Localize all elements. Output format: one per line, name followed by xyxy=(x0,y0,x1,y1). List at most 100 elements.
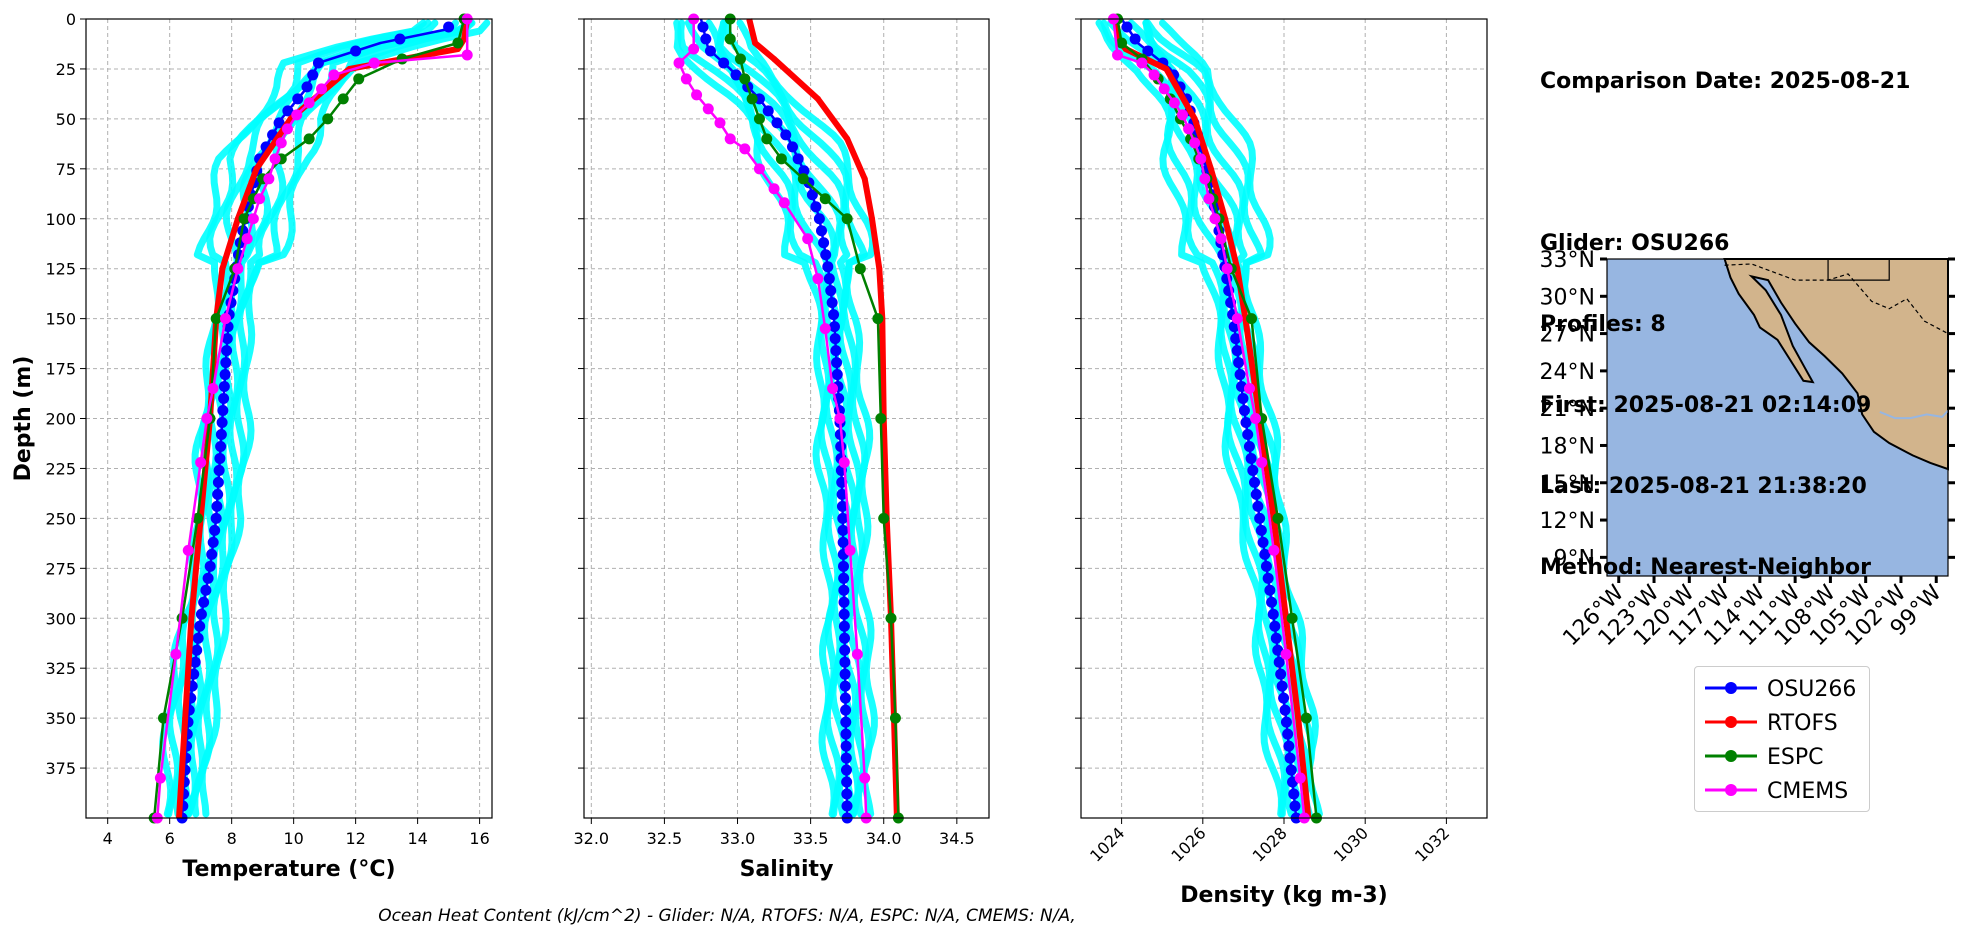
data-point xyxy=(831,369,843,381)
y-tick-label: 325 xyxy=(45,659,76,678)
data-point xyxy=(154,772,166,784)
y-tick-label: 0 xyxy=(66,10,76,29)
data-point xyxy=(215,428,227,440)
data-point xyxy=(836,500,848,512)
legend: OSU266 RTOFS ESPC CMEMS xyxy=(1694,666,1870,812)
data-point xyxy=(844,135,851,142)
data-point xyxy=(1221,263,1233,275)
data-point xyxy=(704,45,716,57)
data-point xyxy=(839,668,851,680)
data-point xyxy=(700,33,712,45)
data-point xyxy=(1289,800,1301,812)
data-point xyxy=(1238,405,1250,417)
data-point xyxy=(1294,772,1306,784)
legend-item-cmems: CMEMS xyxy=(1695,773,1869,807)
lat-label: 33°N xyxy=(1540,248,1595,273)
data-point xyxy=(1233,357,1245,369)
data-point xyxy=(762,105,774,117)
data-point xyxy=(771,117,783,129)
data-point xyxy=(1255,524,1267,536)
data-point xyxy=(219,369,231,381)
data-point xyxy=(195,456,207,468)
x-axis-label: Salinity xyxy=(740,857,834,882)
river xyxy=(1879,409,1949,420)
data-point xyxy=(273,117,285,129)
data-point xyxy=(753,113,765,125)
y-tick-label: 225 xyxy=(45,459,76,478)
panel-1 xyxy=(86,13,492,824)
data-point xyxy=(768,183,780,195)
data-point xyxy=(1168,97,1180,109)
data-point xyxy=(189,656,201,668)
data-point xyxy=(204,560,216,572)
series-cmems xyxy=(151,13,473,824)
data-point xyxy=(771,55,778,62)
data-point xyxy=(1295,715,1302,722)
data-point xyxy=(1231,345,1243,357)
data-point xyxy=(1275,668,1287,680)
data-point xyxy=(210,512,222,524)
x-tick-label: 32.0 xyxy=(573,829,609,848)
data-point xyxy=(1256,456,1268,468)
data-point xyxy=(878,512,890,524)
data-point xyxy=(188,615,195,622)
data-point xyxy=(812,273,824,285)
data-point xyxy=(780,129,792,141)
data-point xyxy=(1269,620,1281,632)
data-point xyxy=(839,656,851,668)
data-point xyxy=(1280,716,1292,728)
data-point xyxy=(797,173,809,185)
data-point xyxy=(303,97,315,109)
data-point xyxy=(202,572,214,584)
data-point xyxy=(839,680,851,692)
data-point xyxy=(753,163,765,175)
data-point xyxy=(837,560,849,572)
x-tick-label: 1026 xyxy=(1167,823,1209,865)
data-point xyxy=(215,440,227,452)
data-point xyxy=(182,544,194,556)
data-point xyxy=(212,488,224,500)
x-tick-label: 1032 xyxy=(1411,823,1453,865)
glider-sample-trace xyxy=(191,19,476,818)
lat-label: 24°N xyxy=(1540,360,1595,385)
data-point xyxy=(827,383,839,395)
data-point xyxy=(1249,476,1261,488)
y-tick-label: 125 xyxy=(45,260,76,279)
data-point xyxy=(241,233,253,245)
data-point xyxy=(739,143,751,155)
data-point xyxy=(238,213,250,225)
mask xyxy=(989,0,1081,820)
data-point xyxy=(818,237,830,249)
data-point xyxy=(831,357,843,369)
data-point xyxy=(1240,416,1252,428)
data-point xyxy=(201,413,213,424)
data-point xyxy=(822,261,834,273)
data-point xyxy=(281,123,293,135)
data-point xyxy=(1245,452,1257,464)
data-point xyxy=(303,133,315,145)
legend-marker xyxy=(1725,750,1737,762)
mask xyxy=(1487,0,1527,820)
data-point xyxy=(840,752,852,764)
data-point xyxy=(247,213,259,225)
data-point xyxy=(718,57,730,69)
data-point xyxy=(232,263,244,275)
map-frame xyxy=(1606,258,1949,577)
data-point xyxy=(1177,109,1188,121)
mask xyxy=(492,0,584,820)
y-tick-label: 100 xyxy=(45,210,76,229)
data-point xyxy=(851,648,863,660)
data-point xyxy=(680,73,692,85)
data-point xyxy=(836,488,848,500)
data-point xyxy=(802,233,814,245)
data-point xyxy=(218,393,230,405)
data-point xyxy=(792,153,804,165)
us-mexico-border xyxy=(1724,263,1949,335)
legend-item-espc: ESPC xyxy=(1695,739,1869,773)
first-time: First: 2025-08-21 02:14:09 xyxy=(1540,393,1872,418)
y-tick-label: 50 xyxy=(56,110,76,129)
method: Method: Nearest-Neighbor xyxy=(1540,555,1871,580)
data-point xyxy=(854,263,866,275)
data-point xyxy=(269,153,281,165)
